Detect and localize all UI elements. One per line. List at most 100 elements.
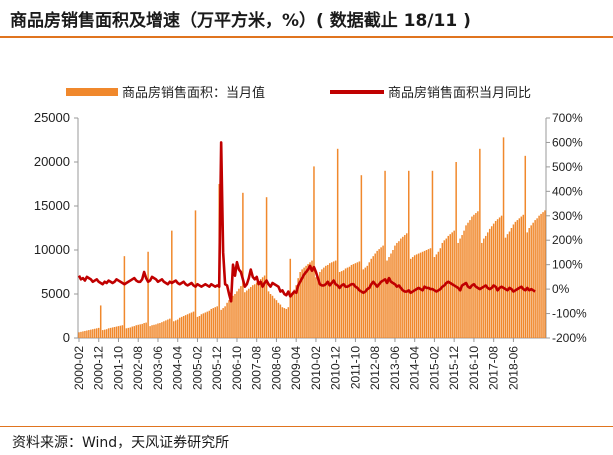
bar [279, 304, 282, 338]
bar [137, 324, 139, 338]
left-tick-label: 10000 [34, 242, 70, 257]
bar [161, 322, 163, 338]
bar [469, 220, 471, 338]
x-tick-label: 2015-12 [447, 346, 461, 390]
bar [331, 262, 333, 338]
right-tick-label: 500% [552, 160, 583, 174]
bar [323, 267, 325, 338]
bar [297, 278, 299, 338]
bar [255, 282, 258, 338]
bar [273, 298, 276, 338]
bar [153, 324, 155, 338]
x-tick-label: 2014-04 [408, 346, 422, 390]
bar [526, 232, 528, 338]
bar [230, 298, 232, 338]
bar [115, 326, 118, 338]
bar [111, 327, 114, 338]
bars-layer [78, 137, 546, 338]
bar [125, 328, 128, 338]
bar [380, 247, 382, 338]
x-tick-label: 2013-06 [388, 346, 402, 390]
source-note: 资料来源：Wind，天风证券研究所 [12, 435, 230, 451]
bar [242, 192, 244, 338]
bar [425, 250, 428, 338]
bar [216, 306, 218, 338]
bar [238, 288, 240, 338]
bar [352, 264, 355, 338]
bar [421, 251, 424, 338]
bar [214, 307, 216, 338]
bar [173, 321, 175, 338]
bar [522, 214, 525, 338]
yoy-growth-line [77, 141, 536, 303]
bar [321, 269, 323, 338]
bar [291, 294, 293, 338]
bar [155, 324, 157, 338]
bar [151, 325, 153, 338]
legend-line-label: 商品房销售面积当月同比 [388, 85, 531, 100]
bar [404, 235, 406, 338]
bar [498, 217, 501, 338]
bar [388, 257, 390, 338]
bar [119, 325, 122, 338]
bar [368, 262, 371, 338]
bar [518, 218, 521, 338]
bar [514, 221, 517, 338]
bar [101, 330, 104, 338]
bar [500, 215, 503, 338]
right-tick-label: -100% [552, 307, 587, 321]
bar [488, 228, 491, 338]
bar [445, 238, 448, 338]
bar [354, 263, 357, 338]
bar [494, 220, 497, 338]
bar [178, 317, 181, 338]
right-tick-label: 100% [552, 258, 583, 272]
bar [131, 326, 134, 338]
bar [107, 328, 110, 338]
bar [417, 253, 420, 338]
bar [206, 311, 209, 338]
x-tick-label: 2005-02 [190, 346, 204, 390]
bar [103, 329, 106, 338]
bar [338, 272, 341, 338]
bar [135, 325, 137, 338]
right-tick-label: 0% [552, 282, 570, 296]
legend: 商品房销售面积：当月值 商品房销售面积当月同比 [66, 85, 531, 100]
bar [293, 289, 295, 338]
bar [360, 175, 363, 338]
bar [143, 323, 145, 338]
bar [457, 242, 459, 338]
bar [394, 245, 396, 338]
bar [471, 216, 473, 338]
bar [192, 311, 195, 338]
x-tick-label: 2011-10 [348, 346, 362, 389]
bar [528, 228, 530, 338]
bar [419, 252, 422, 338]
bar [447, 235, 449, 338]
bar [109, 327, 112, 338]
x-tick-label: 2003-06 [151, 346, 165, 390]
bar [171, 230, 173, 338]
bar [329, 263, 331, 338]
bar [506, 234, 509, 338]
x-tick-label: 2010-02 [309, 346, 323, 390]
bar [475, 213, 477, 338]
bar [275, 300, 278, 338]
bar [317, 276, 319, 338]
bar [167, 319, 169, 338]
bar [196, 316, 199, 338]
bar [449, 234, 451, 338]
bar [334, 260, 337, 338]
bar [287, 307, 290, 338]
line-layer [77, 141, 536, 303]
x-tick-label: 2012-08 [368, 346, 382, 390]
bar [149, 326, 151, 338]
bar [362, 269, 365, 338]
bar [92, 329, 94, 338]
bar [340, 271, 343, 338]
bar [204, 312, 207, 338]
bar [315, 277, 317, 338]
x-tick-label: 2001-10 [111, 346, 125, 390]
bar [99, 305, 102, 338]
bar [477, 211, 479, 338]
